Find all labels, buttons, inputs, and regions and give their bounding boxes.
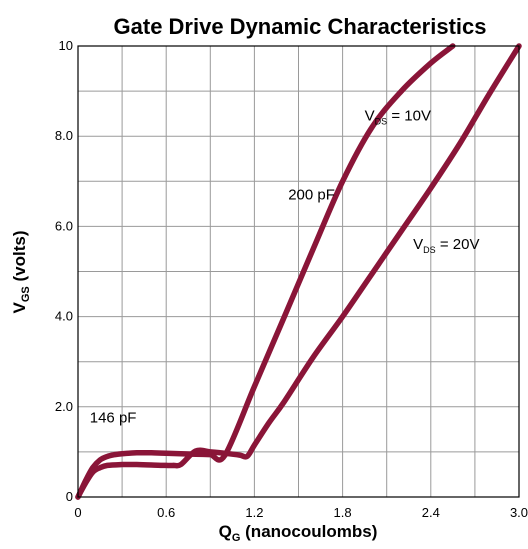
- vds-20v-label: VDS = 20V: [413, 236, 479, 255]
- x-tick-labels: 0 0.6 1.2 1.8 2.4 3.0: [74, 505, 528, 520]
- x-tick-label: 2.4: [422, 505, 440, 520]
- series-line-vds-20v: [75, 43, 522, 500]
- y-tick-label: 6.0: [55, 218, 73, 233]
- y-tick-label: 8.0: [55, 128, 73, 143]
- y-tick-label: 2.0: [55, 399, 73, 414]
- x-tick-label: 0.6: [157, 505, 175, 520]
- series-layer: [75, 43, 522, 500]
- grid: [77, 45, 520, 498]
- y-tick-label: 10: [59, 38, 73, 53]
- x-tick-label: 1.8: [334, 505, 352, 520]
- plot-frame: [77, 45, 520, 498]
- x-tick-label: 3.0: [510, 505, 528, 520]
- vds-10v-label: VDS = 10V: [365, 107, 431, 126]
- x-axis-label: QG (nanocoulombs): [219, 522, 378, 544]
- cap-146pf-label: 146 pF: [90, 410, 137, 427]
- y-tick-label: 4.0: [55, 309, 73, 324]
- y-tick-label: 0: [66, 489, 73, 504]
- y-tick-labels: 0 2.0 4.0 6.0 8.0 10: [55, 38, 73, 504]
- cap-200pf-label: 200 pF: [288, 186, 335, 203]
- y-axis-label: VGS (volts): [10, 231, 32, 314]
- x-tick-label: 1.2: [245, 505, 263, 520]
- x-tick-label: 0: [74, 505, 81, 520]
- annotations: VDS = 10V VDS = 20V 200 pF 146 pF: [90, 107, 480, 426]
- chart-title: Gate Drive Dynamic Characteristics: [114, 14, 487, 39]
